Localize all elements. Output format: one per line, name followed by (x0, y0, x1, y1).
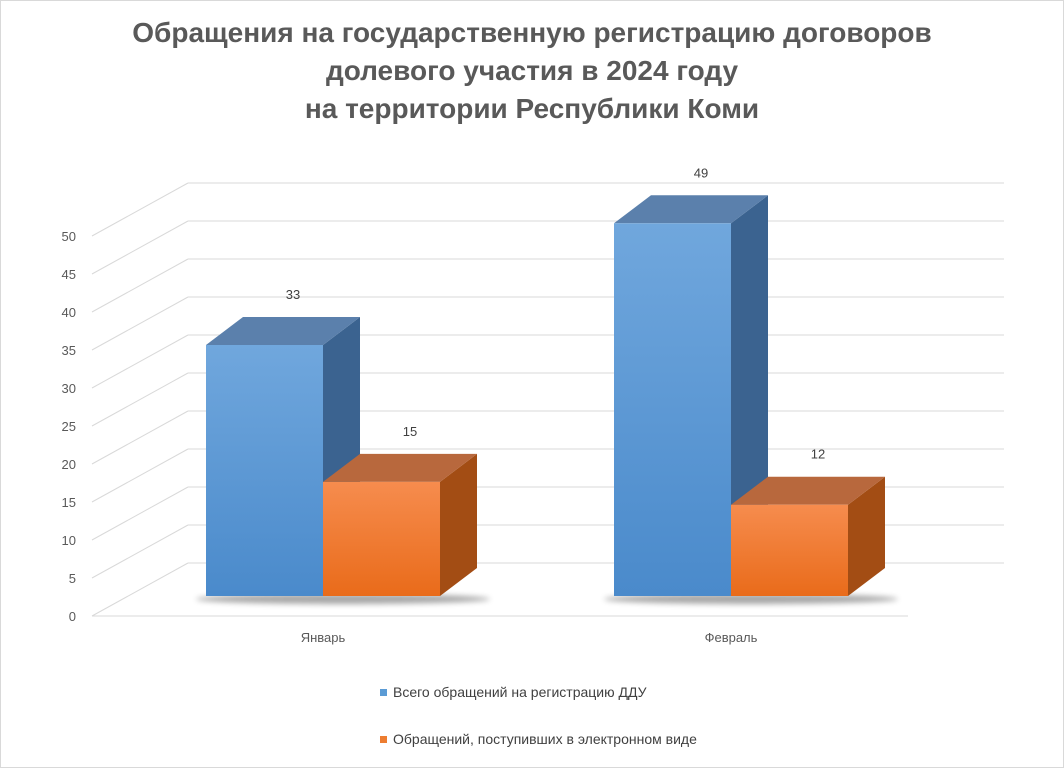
chart-title-line-2: долевого участия в 2024 году (325, 55, 739, 86)
bar (323, 481, 440, 596)
gridline-diagonal (91, 562, 189, 617)
y-tick-label: 30 (62, 381, 76, 396)
chart-title: Обращения на государственную регистрацию… (0, 14, 1064, 128)
y-tick-label: 50 (62, 229, 76, 244)
bar-side-face (440, 453, 477, 596)
data-label: 15 (403, 424, 417, 439)
y-axis: 0 5 10 15 20 25 30 35 40 45 50 (62, 229, 76, 624)
gridline-diagonal (91, 182, 189, 237)
chart-title-line-1: Обращения на государственную регистрацию… (132, 17, 932, 48)
chart-title-line-3: на территории Республики Коми (304, 93, 760, 124)
gridline-diagonal (91, 372, 189, 427)
x-axis: Январь Февраль (301, 630, 758, 645)
y-tick-label: 20 (62, 457, 76, 472)
data-labels: 33 15 49 12 (286, 165, 825, 461)
bars (196, 195, 898, 604)
data-label: 12 (811, 447, 825, 462)
legend-swatch-orange (380, 736, 387, 743)
legend-label-electronic: Обращений, поступивших в электронном вид… (393, 731, 697, 747)
gridline-diagonal (91, 296, 189, 351)
y-tick-label: 25 (62, 419, 76, 434)
gridline-diagonal (91, 334, 189, 389)
gridline-diagonal (91, 448, 189, 503)
bar-side-face (848, 476, 885, 596)
legend-swatch-blue (380, 689, 387, 696)
legend-item-total: Всего обращений на регистрацию ДДУ (380, 684, 647, 700)
y-tick-label: 40 (62, 305, 76, 320)
legend-label-total: Всего обращений на регистрацию ДДУ (393, 684, 647, 700)
bar-top-face (614, 195, 768, 224)
bar (206, 345, 323, 596)
data-label: 49 (694, 165, 708, 180)
bar-top-face (323, 453, 477, 482)
gridline-diagonal (91, 258, 189, 313)
gridline-diagonal (91, 410, 189, 465)
y-tick-label: 15 (62, 495, 76, 510)
y-tick-label: 5 (69, 571, 76, 586)
y-tick-label: 45 (62, 267, 76, 282)
y-tick-label: 0 (69, 609, 76, 624)
legend-item-electronic: Обращений, поступивших в электронном вид… (380, 731, 697, 747)
gridline-diagonal (91, 220, 189, 275)
bar-top-face (206, 317, 360, 345)
data-label: 33 (286, 287, 300, 302)
bar-top-face (731, 476, 885, 505)
bar-shadow (196, 594, 490, 604)
x-tick-label: Февраль (705, 630, 758, 645)
x-tick-label: Январь (301, 630, 346, 645)
bar-shadow (604, 594, 898, 604)
gridline-diagonal (91, 524, 189, 579)
gridline-diagonal (91, 486, 189, 541)
y-tick-label: 10 (62, 533, 76, 548)
y-tick-label: 35 (62, 343, 76, 358)
bar (731, 504, 848, 596)
bar (614, 223, 731, 596)
